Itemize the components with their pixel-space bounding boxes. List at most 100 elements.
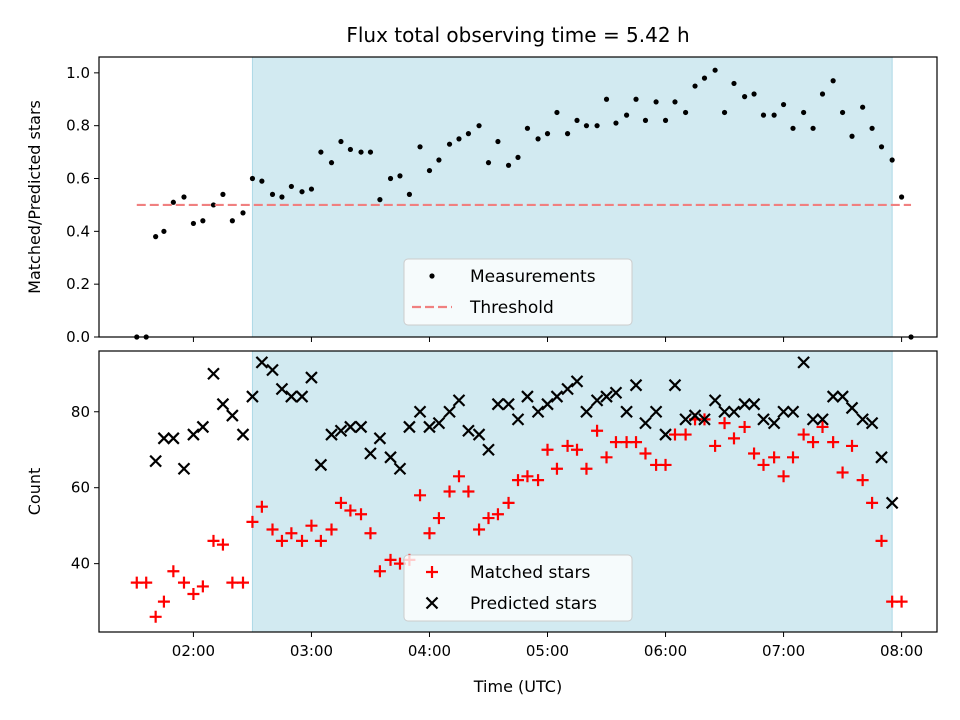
data-point — [157, 432, 171, 445]
data-point — [609, 386, 623, 400]
data-point — [403, 420, 416, 434]
legend-swatch — [426, 566, 438, 578]
chart-title: Flux total observing time = 5.42 h — [346, 23, 689, 47]
bottom-panel: 02:00 03:00 04:00 05:00 06:00 07:00 08:00 40 60 8… — [25, 350, 938, 660]
data-point — [836, 390, 849, 403]
data-point — [709, 439, 722, 452]
data-point — [167, 432, 180, 445]
x-tick-label: 02:00 — [172, 642, 215, 660]
data-point — [446, 141, 453, 147]
y-tick-label: 0.8 — [66, 117, 90, 135]
data-point — [236, 576, 249, 589]
data-point — [423, 527, 436, 540]
data-point — [819, 91, 826, 97]
data-point — [878, 144, 885, 150]
data-point — [512, 474, 524, 487]
data-point — [580, 405, 593, 419]
data-point — [757, 458, 770, 471]
data-point — [259, 178, 265, 184]
data-point — [692, 83, 698, 89]
data-point — [600, 390, 613, 403]
data-point — [177, 462, 191, 475]
x-tick-label: 04:00 — [408, 642, 451, 660]
data-point — [679, 428, 692, 441]
data-point — [432, 416, 446, 430]
data-point — [153, 234, 159, 240]
data-point — [768, 451, 781, 464]
data-point — [849, 133, 855, 139]
data-point — [334, 496, 347, 509]
data-point — [786, 405, 800, 419]
data-point — [827, 436, 840, 449]
y-tick-label: 0.6 — [66, 170, 90, 188]
data-point — [384, 553, 397, 566]
x-tick-label: 03:00 — [290, 642, 333, 660]
data-point — [777, 470, 790, 483]
data-point — [355, 508, 368, 521]
data-point — [561, 439, 574, 452]
data-point — [436, 157, 442, 163]
data-point — [738, 397, 751, 411]
data-point — [727, 432, 740, 445]
data-point — [149, 454, 162, 468]
data-point — [541, 397, 554, 411]
data-point — [161, 228, 167, 234]
data-point — [708, 394, 722, 407]
data-point — [207, 367, 220, 381]
data-point — [296, 534, 309, 547]
data-point — [797, 428, 810, 441]
data-point — [285, 390, 298, 403]
data-point — [718, 405, 731, 419]
data-point — [373, 432, 387, 445]
data-point — [220, 191, 226, 197]
data-point — [452, 394, 466, 407]
data-point — [748, 447, 761, 460]
data-point — [679, 413, 692, 426]
data-point — [683, 109, 689, 116]
data-point — [816, 413, 829, 426]
data-point — [196, 580, 209, 593]
data-point — [255, 500, 268, 513]
data-point — [456, 136, 462, 142]
data-point — [216, 397, 230, 411]
data-point — [738, 420, 751, 433]
data-point — [662, 117, 669, 123]
data-point — [140, 576, 153, 589]
data-point — [305, 519, 318, 532]
data-point — [856, 413, 869, 426]
data-point — [367, 149, 374, 155]
data-point — [170, 199, 176, 205]
data-point — [866, 496, 879, 509]
data-point — [583, 123, 590, 129]
x-tick-label: 06:00 — [644, 642, 687, 660]
y-axis-label: Matched/Predicted stars — [25, 100, 44, 294]
data-point — [747, 397, 761, 411]
data-point — [149, 610, 162, 623]
x-tick-label: 05:00 — [526, 642, 569, 660]
data-point — [895, 595, 908, 608]
data-point — [269, 191, 276, 197]
legend-label: Predicted stars — [470, 594, 597, 614]
data-point — [712, 67, 718, 73]
data-point — [787, 451, 800, 464]
y-tick-label: 0.4 — [66, 222, 90, 240]
data-point — [196, 420, 210, 434]
data-point — [325, 428, 338, 441]
data-point — [574, 117, 580, 123]
data-point — [177, 576, 190, 589]
data-point — [659, 458, 672, 471]
data-point — [550, 462, 563, 475]
data-point — [236, 428, 250, 441]
data-point — [200, 218, 206, 224]
data-point — [668, 428, 681, 441]
legend-box — [403, 554, 633, 622]
data-point — [767, 416, 781, 430]
plot-frame — [98, 350, 938, 633]
data-point — [885, 496, 899, 510]
data-point — [226, 409, 239, 422]
data-point — [620, 405, 633, 419]
data-point — [898, 194, 905, 200]
data-point — [275, 382, 289, 396]
plot-frame — [98, 56, 938, 338]
